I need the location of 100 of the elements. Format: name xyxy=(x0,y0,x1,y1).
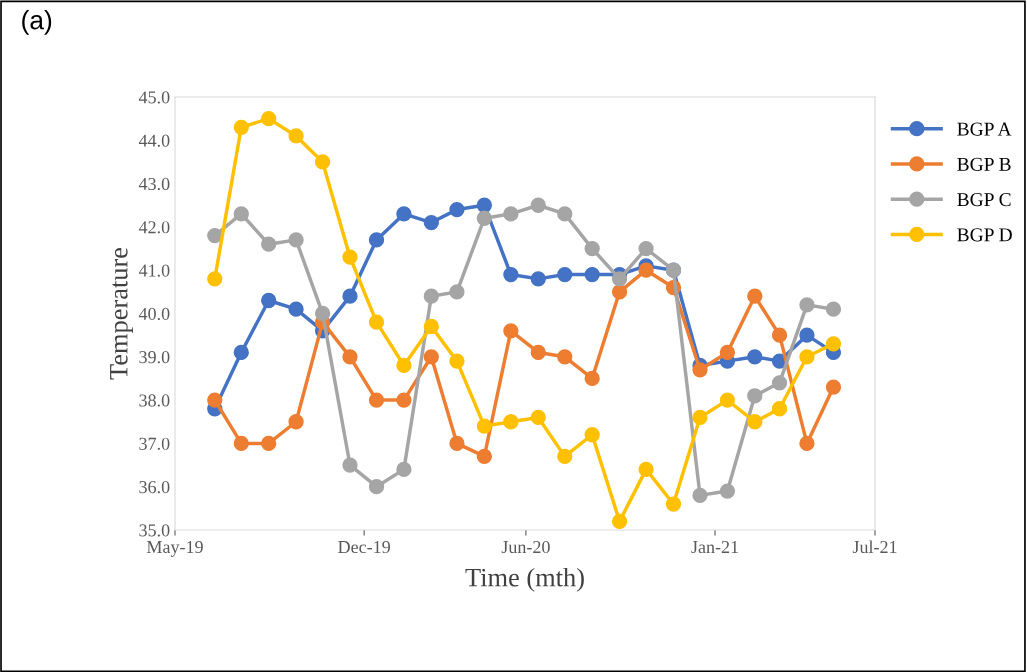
y-tick-label: 45.0 xyxy=(138,91,170,104)
y-tick-label: 40.0 xyxy=(138,307,170,321)
point xyxy=(719,483,736,499)
point xyxy=(747,414,763,430)
point xyxy=(530,409,546,426)
point xyxy=(314,305,331,322)
point xyxy=(530,344,546,361)
point xyxy=(476,448,492,465)
point xyxy=(747,288,763,304)
point xyxy=(584,427,600,443)
point xyxy=(233,344,249,361)
point xyxy=(423,214,439,231)
point xyxy=(342,249,358,265)
point xyxy=(799,297,815,313)
point xyxy=(771,375,788,391)
point xyxy=(476,197,492,213)
point xyxy=(233,206,249,222)
y-tick-label: 39.0 xyxy=(139,351,170,364)
x-axis-title: Time (mth) xyxy=(465,567,584,592)
x-tick-label: Jul-21 xyxy=(852,540,897,554)
y-tick-label: 43.0 xyxy=(138,177,170,191)
point xyxy=(503,206,519,222)
point xyxy=(611,284,628,300)
point xyxy=(557,349,573,365)
x-tick-label: Jan-21 xyxy=(691,540,739,554)
point xyxy=(449,284,465,300)
point xyxy=(825,301,842,317)
point xyxy=(261,111,277,127)
point xyxy=(233,435,249,452)
point xyxy=(692,487,708,503)
point xyxy=(396,357,412,374)
point xyxy=(771,327,788,343)
point xyxy=(771,401,788,417)
point xyxy=(557,448,573,465)
point xyxy=(799,435,815,452)
point xyxy=(368,479,385,495)
point xyxy=(557,206,573,222)
point xyxy=(207,271,223,287)
point xyxy=(692,362,708,378)
point xyxy=(503,414,519,430)
point xyxy=(449,353,465,369)
point xyxy=(207,392,223,408)
y-tick-label: 36.0 xyxy=(139,480,170,494)
x-tick-label: Jun-20 xyxy=(501,540,550,554)
point xyxy=(207,227,223,244)
point xyxy=(396,392,412,408)
y-tick-label: 42.0 xyxy=(138,221,170,234)
point xyxy=(288,414,304,430)
point xyxy=(288,301,304,317)
point xyxy=(665,496,682,512)
x-tick-label: Dec-19 xyxy=(338,540,390,554)
point xyxy=(799,349,815,365)
point xyxy=(368,314,385,330)
point xyxy=(342,457,358,473)
point xyxy=(611,513,628,529)
point xyxy=(342,288,358,304)
point xyxy=(530,271,546,287)
point xyxy=(530,197,546,213)
y-axis-title: Temperature xyxy=(110,247,133,380)
point xyxy=(747,388,763,404)
point xyxy=(368,232,385,248)
point xyxy=(423,288,439,304)
legend-label: BGP B xyxy=(957,157,1011,171)
point xyxy=(423,318,439,335)
point xyxy=(449,201,465,218)
point xyxy=(638,262,654,278)
point xyxy=(799,327,815,343)
point xyxy=(396,206,412,222)
y-tick-label: 35.0 xyxy=(139,524,170,537)
point xyxy=(261,292,277,309)
point xyxy=(476,210,492,226)
point xyxy=(584,266,600,283)
point xyxy=(638,240,654,257)
point xyxy=(611,271,628,287)
legend-label: BGP C xyxy=(957,193,1011,207)
y-tick-label: 41.0 xyxy=(138,264,170,277)
point xyxy=(314,154,331,170)
text: (a) xyxy=(22,10,52,35)
point xyxy=(368,392,385,408)
point xyxy=(288,128,304,144)
point xyxy=(825,336,842,352)
point xyxy=(476,418,492,434)
point xyxy=(449,435,465,452)
point xyxy=(503,266,519,283)
point xyxy=(396,461,412,478)
point xyxy=(423,349,439,365)
point xyxy=(825,379,842,395)
x-tick-label: May-19 xyxy=(146,540,203,557)
legend-label: BGP D xyxy=(957,228,1012,242)
point xyxy=(261,435,277,452)
point xyxy=(557,266,573,283)
point xyxy=(288,232,304,248)
point xyxy=(233,119,249,135)
point xyxy=(719,392,736,408)
point xyxy=(342,349,358,365)
y-tick-label: 37.0 xyxy=(139,437,170,450)
point xyxy=(638,461,654,478)
point xyxy=(692,409,708,426)
point xyxy=(719,344,736,361)
y-tick-label: 38.0 xyxy=(139,394,170,407)
